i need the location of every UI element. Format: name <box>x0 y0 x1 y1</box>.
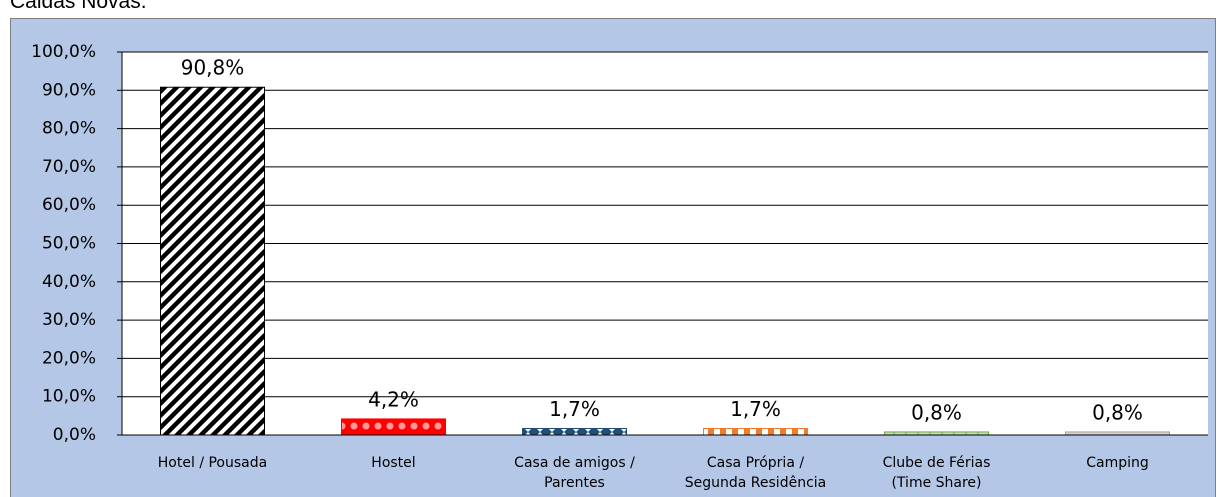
y-tick-label: 70,0% <box>42 157 96 177</box>
value-label: 90,8% <box>181 56 245 80</box>
bar <box>522 427 627 436</box>
y-tick-label: 30,0% <box>42 310 96 330</box>
y-tick-label: 50,0% <box>42 234 96 254</box>
value-label: 0,8% <box>911 400 962 424</box>
y-tick-label: 40,0% <box>42 272 96 292</box>
x-tick-label: Camping <box>1086 455 1149 471</box>
y-tick-label: 20,0% <box>42 348 96 368</box>
y-tick-label: 80,0% <box>42 119 96 139</box>
x-tick-label: Clube de Férias (Time Share) <box>882 455 991 491</box>
x-tick-label: Casa de amigos / Parentes <box>514 455 635 491</box>
bar <box>160 86 265 436</box>
x-tick-label: Hostel <box>371 455 416 471</box>
value-label: 0,8% <box>1092 400 1143 424</box>
value-label: 1,7% <box>549 397 600 421</box>
y-tick-label: 60,0% <box>42 195 96 215</box>
y-tick-label: 10,0% <box>42 387 96 407</box>
value-label: 4,2% <box>368 387 419 411</box>
y-tick-label: 0,0% <box>53 425 96 445</box>
value-label: 1,7% <box>730 397 781 421</box>
caption: Caldas Novas. <box>10 0 147 13</box>
y-tick-label: 100,0% <box>31 42 96 62</box>
y-tick-label: 90,0% <box>42 80 96 100</box>
x-tick-label: Hotel / Pousada <box>157 455 268 471</box>
x-tick-label: Casa Própria / Segunda Residência <box>684 455 827 491</box>
bar <box>341 418 446 436</box>
bar <box>703 427 808 436</box>
